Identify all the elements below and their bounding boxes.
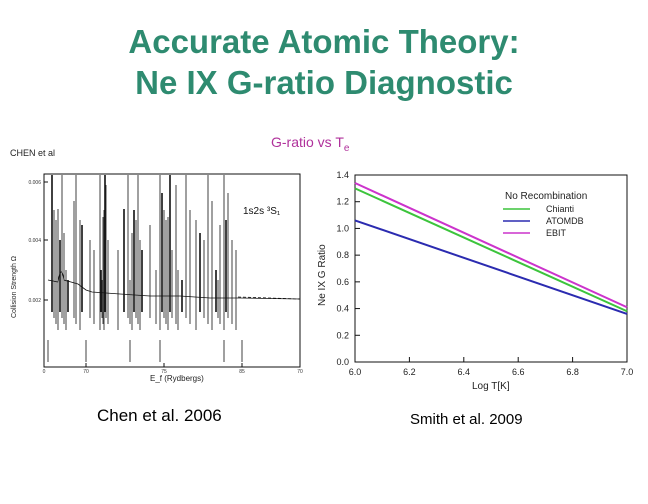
y-tick-label: 0.0 (336, 357, 349, 367)
right-chart-frame (354, 174, 628, 363)
right-chart-series (354, 182, 628, 315)
series-line-chianti (354, 187, 628, 313)
y-tick-label: 1.4 (336, 170, 349, 180)
y-tick-label: 0.2 (336, 330, 349, 340)
subtitle-subscript: e (343, 142, 350, 154)
caption-right: Smith et al. 2009 (410, 411, 523, 428)
legend: Chianti ATOMDB EBIT (503, 204, 584, 238)
slide-title-line1: Accurate Atomic Theory: (128, 23, 520, 60)
x-tick-label: 6.6 (512, 367, 525, 377)
y-tick-label: 0.8 (336, 250, 349, 260)
legend-label: EBIT (546, 228, 567, 238)
right-chart-xticks: 6.0 6.2 6.4 6.6 6.8 7.0 (349, 357, 634, 377)
right-chart-ylabel: Ne IX G Ratio (317, 244, 328, 306)
x-tick-label: 7.0 (621, 367, 634, 377)
series-line-ebit (354, 182, 628, 309)
y-tick-label: 1.2 (336, 197, 349, 207)
legend-label: Chianti (546, 204, 574, 214)
y-tick-label: 0.4 (336, 304, 349, 314)
y-tick-label: 1.0 (336, 223, 349, 233)
slide-title-line2: Ne IX G-ratio Diagnostic (135, 64, 513, 101)
x-tick-label: 6.4 (458, 367, 471, 377)
right-chart-xlabel: Log T[K] (472, 381, 510, 392)
x-tick-label: 6.2 (403, 367, 416, 377)
x-tick-label: 6.8 (566, 367, 579, 377)
subtitle-text: G-ratio vs T (271, 134, 344, 150)
x-tick-label: 6.0 (349, 367, 362, 377)
legend-label: ATOMDB (546, 216, 584, 226)
legend-title: No Recombination (505, 191, 587, 202)
y-tick-label: 0.6 (336, 277, 349, 287)
right-chart-yticks: 0.0 0.2 0.4 0.6 0.8 1.0 1.2 1.4 (336, 170, 360, 367)
series-line-atomdb (354, 219, 628, 315)
caption-left: Chen et al. 2006 (97, 406, 222, 425)
